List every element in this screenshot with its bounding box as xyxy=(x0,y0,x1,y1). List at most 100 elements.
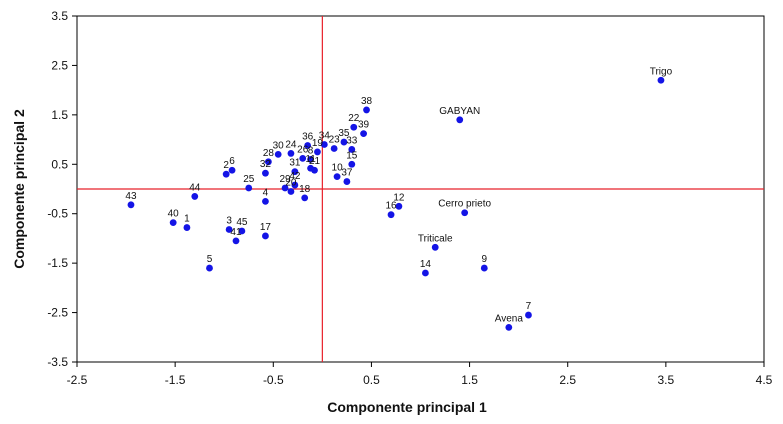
point-label: 29 xyxy=(280,174,292,185)
point-label: 42 xyxy=(289,171,301,182)
data-point xyxy=(340,138,348,146)
point-label: 12 xyxy=(393,192,405,203)
point-label: 2 xyxy=(223,160,229,171)
data-point xyxy=(262,197,269,205)
data-point xyxy=(395,202,403,210)
x-tick-label: -1.5 xyxy=(165,373,186,387)
point-label: 1 xyxy=(184,214,190,225)
point-label: 15 xyxy=(346,150,358,161)
point-label: Cerro prieto xyxy=(438,199,491,210)
data-point xyxy=(169,219,177,227)
data-points xyxy=(127,76,665,331)
point-label: 7 xyxy=(526,301,532,312)
data-point xyxy=(505,324,513,331)
x-tick-label: -0.5 xyxy=(263,373,284,387)
point-label: 33 xyxy=(346,135,358,146)
point-label: 16 xyxy=(385,201,397,212)
data-point xyxy=(456,116,464,124)
data-point xyxy=(333,173,341,181)
data-point xyxy=(350,123,358,131)
data-point xyxy=(281,184,289,192)
point-label: 5 xyxy=(207,254,213,265)
data-point xyxy=(183,224,191,231)
y-tick-label: 2.5 xyxy=(51,58,68,72)
data-point xyxy=(274,151,282,158)
y-tick-label: -1.5 xyxy=(47,256,68,270)
point-label: 30 xyxy=(273,140,285,151)
data-point xyxy=(301,194,309,202)
point-label: 31 xyxy=(289,158,301,169)
point-label: GABYAN xyxy=(439,106,480,117)
point-label: 22 xyxy=(348,113,360,124)
x-tick-label: 4.5 xyxy=(756,373,773,387)
data-point xyxy=(307,155,314,163)
y-axis-ticks: 3.5 2.5 1.5 0.5 -0.5 -1.5 -2.5 -3.5 xyxy=(47,9,77,369)
data-point xyxy=(480,264,488,272)
data-point xyxy=(461,209,469,217)
point-label: 34 xyxy=(319,131,331,142)
data-point xyxy=(228,166,236,174)
data-point xyxy=(299,154,307,162)
data-point xyxy=(360,130,367,138)
data-point xyxy=(127,201,135,209)
data-point xyxy=(225,226,233,233)
point-label: 35 xyxy=(338,128,350,139)
data-point xyxy=(262,169,269,177)
point-label: 26 xyxy=(297,144,309,155)
point-label: 6 xyxy=(229,156,235,167)
data-point xyxy=(287,150,295,157)
data-point xyxy=(657,76,665,84)
point-label: 8 xyxy=(308,145,314,156)
point-label: 32 xyxy=(260,159,272,170)
y-tick-label: 1.5 xyxy=(51,108,68,122)
data-point xyxy=(363,106,370,114)
point-label: 17 xyxy=(260,222,272,233)
point-label: 37 xyxy=(341,168,353,179)
x-axis-title: Componente principal 1 xyxy=(327,399,487,415)
data-point xyxy=(238,227,246,235)
point-label: 23 xyxy=(329,134,341,145)
data-point xyxy=(262,232,269,240)
point-label: 19 xyxy=(312,138,324,149)
data-point xyxy=(320,141,328,148)
x-tick-label: -2.5 xyxy=(67,373,88,387)
data-point xyxy=(264,158,272,166)
data-point xyxy=(222,170,230,178)
x-tick-label: 1.5 xyxy=(461,373,478,387)
data-point xyxy=(191,193,199,200)
reference-lines xyxy=(77,16,764,362)
point-label: 40 xyxy=(168,209,180,220)
data-point xyxy=(314,148,321,156)
data-point xyxy=(232,237,240,245)
x-tick-label: 0.5 xyxy=(363,373,380,387)
point-label: 36 xyxy=(302,132,314,143)
data-point xyxy=(422,269,429,277)
point-label: 3 xyxy=(226,216,232,227)
y-tick-label: -3.5 xyxy=(47,355,68,369)
point-label: Triticale xyxy=(418,233,453,244)
point-label: 14 xyxy=(420,259,432,270)
point-label: 43 xyxy=(125,191,137,202)
data-point xyxy=(287,188,295,195)
data-point xyxy=(525,311,532,319)
point-label: 9 xyxy=(482,254,488,265)
data-point xyxy=(330,145,338,152)
data-point xyxy=(387,211,395,219)
point-label: 39 xyxy=(358,120,370,131)
point-label: 38 xyxy=(361,96,373,107)
data-point xyxy=(304,142,312,149)
point-label: 10 xyxy=(332,163,344,174)
point-label: 20 xyxy=(285,177,297,188)
point-label: 25 xyxy=(243,174,255,185)
y-tick-label: 3.5 xyxy=(51,9,68,23)
x-axis-ticks: -2.5 -1.5 -0.5 0.5 1.5 2.5 3.5 4.5 xyxy=(67,362,773,387)
x-tick-label: 2.5 xyxy=(559,373,576,387)
point-label: 44 xyxy=(189,182,201,193)
data-point xyxy=(307,164,314,172)
point-label: Avena xyxy=(495,313,524,324)
data-point xyxy=(343,178,351,185)
data-point xyxy=(431,243,439,251)
y-tick-label: -0.5 xyxy=(47,207,68,221)
point-label: 45 xyxy=(236,217,248,228)
